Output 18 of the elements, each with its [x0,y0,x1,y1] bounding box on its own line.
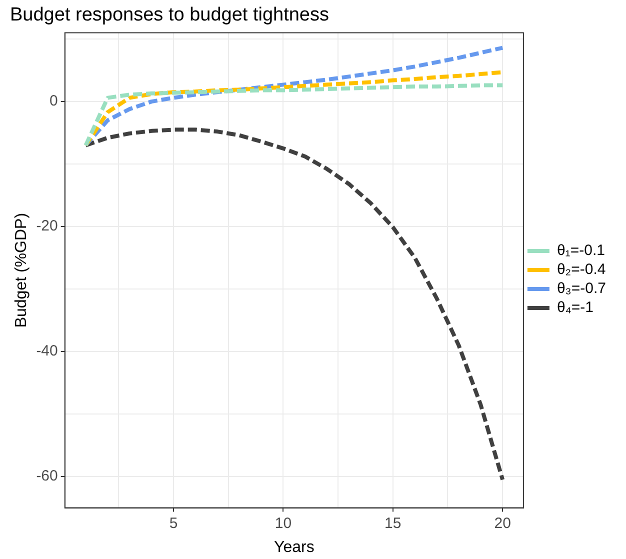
y-tick-label: -60 [36,468,58,485]
legend-label: θ₃=-0.7 [556,280,606,298]
y-axis-title: Budget (%GDP) [13,212,30,328]
line-series [84,128,505,482]
line-series [84,83,505,148]
legend-label: θ₂=-0.4 [556,261,606,278]
x-tick-label: 20 [494,514,511,532]
x-axis-title: Years [274,538,314,556]
y-tick-label: -20 [36,218,58,235]
legend-label: θ₄=-1 [556,299,594,316]
x-tick-label: 15 [384,514,402,532]
x-tick-label: 5 [169,514,178,532]
y-tick-label: 0 [50,92,58,110]
x-tick-label: 10 [274,514,292,532]
chart-title: Budget responses to budget tightness [10,4,330,26]
legend-label: θ₁=-0.1 [556,242,605,260]
line-series [84,46,505,148]
y-tick-label: -40 [36,342,58,360]
